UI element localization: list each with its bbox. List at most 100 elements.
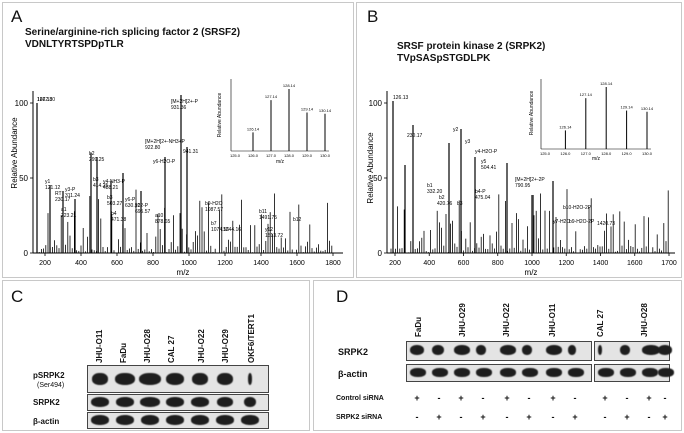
- x-tick-label: 400: [75, 260, 87, 267]
- treatment-sign: +: [526, 412, 532, 422]
- treatment-sign: -: [647, 412, 651, 422]
- peak-label: 630.32: [125, 203, 141, 209]
- panel-c: C JHU-O11 FaDu JHU-O28 CAL 27 JHU-O22 JHU-O29…: [2, 280, 310, 431]
- peak-label: y2: [453, 127, 459, 133]
- peak-label: 922.80: [145, 145, 161, 151]
- treatment-sign: -: [551, 412, 555, 422]
- inset-x-tick-label: 125.0: [230, 153, 241, 158]
- x-tick-label: 800: [147, 260, 159, 267]
- blot-band: [141, 415, 159, 425]
- blot-band: [432, 368, 448, 377]
- blot-band: [216, 415, 234, 425]
- panel-label: B: [367, 7, 379, 26]
- cell-line-label: FaDu: [414, 317, 423, 337]
- blot-band: [115, 373, 135, 385]
- blot-row-label: β-actin: [338, 369, 368, 379]
- peak-label: b10-H2O-2P: [563, 205, 592, 211]
- peak-label: b4: [111, 211, 117, 217]
- treatment-sign: +: [458, 393, 464, 403]
- blot-band: [658, 368, 674, 377]
- panel-label: D: [336, 287, 349, 306]
- cell-line-label: JHU-O11: [548, 303, 557, 337]
- inset-peak-label: 128.14: [600, 81, 613, 86]
- blot-band: [191, 397, 209, 407]
- peak-label: b9-H2O: [205, 201, 223, 207]
- peak-label: y12: [265, 227, 273, 233]
- x-tick-label: 1600: [627, 260, 643, 267]
- x-tick-label: 600: [111, 260, 123, 267]
- blot-row-label: SRPK2: [338, 347, 369, 357]
- x-tick-label: 1200: [217, 260, 233, 267]
- blot-band: [522, 368, 538, 377]
- blot-band: [92, 373, 108, 385]
- treatment-sign: -: [437, 393, 441, 403]
- blot-row-label: β-actin: [33, 417, 60, 426]
- x-tick-label: 1200: [558, 260, 574, 267]
- peak-label: 1513.72: [265, 233, 283, 239]
- inset-peak-label: 127.14: [580, 92, 593, 97]
- panel-title: Serine/arginine-rich splicing factor 2 (…: [25, 27, 240, 51]
- blot-band: [454, 345, 470, 355]
- y-tick-label: 0: [24, 249, 29, 258]
- x-tick-label: 1600: [289, 260, 305, 267]
- treatment-sign: +: [572, 412, 578, 422]
- inset-x-tick-label: 128.0: [284, 153, 295, 158]
- blot-band: [244, 397, 256, 407]
- x-axis-label: m/z: [177, 268, 190, 277]
- inset-x-tick-label: 130.0: [642, 151, 653, 156]
- peak-label: 931.36: [171, 105, 187, 111]
- peak-label: 1491.75: [259, 215, 277, 221]
- protein-name: SRSF protein kinase 2 (SRPK2): [397, 41, 546, 52]
- blot-band: [454, 368, 470, 377]
- peak-label: b3: [107, 195, 113, 201]
- inset-x-tick-label: 129.0: [302, 153, 313, 158]
- peak-label: 230.17: [55, 197, 71, 203]
- peak-label: b9-H2O-2P: [569, 219, 595, 225]
- cell-line-label: JHU-O28: [640, 303, 649, 337]
- y-axis-label: Relative Abundance: [366, 132, 375, 204]
- peak-label: b3: [93, 177, 99, 183]
- peak-label: 299.25: [89, 157, 105, 163]
- peak-label: y6-P: [125, 197, 136, 203]
- treatment-sign: +: [662, 412, 668, 422]
- peak-label: 790.95: [515, 183, 531, 189]
- treatment-sign: -: [625, 393, 629, 403]
- inset-x-tick-label: 126.0: [560, 151, 571, 156]
- peak-label: 1420.73: [597, 221, 615, 227]
- inset-x-tick-label: 125.0: [540, 151, 551, 156]
- peak-label: b12: [293, 217, 302, 223]
- inset-x-tick-label: 129.0: [622, 151, 633, 156]
- inset-peak-label: 130.14: [319, 108, 332, 113]
- blot-band: [116, 415, 134, 425]
- treatment-sign: -: [459, 412, 463, 422]
- cell-line-label: JHU-O22: [502, 303, 511, 337]
- peak-label: y4-H2O-P: [475, 149, 498, 155]
- peak-label: 504.41: [481, 165, 497, 171]
- blot-band: [598, 368, 614, 377]
- lane-label: JHU-O28: [143, 329, 152, 363]
- blot-band: [568, 345, 576, 355]
- inset-peak-label: 127.14: [265, 94, 278, 99]
- peak-label: 471.38: [111, 217, 127, 223]
- blot-strip-srpk2: [406, 341, 592, 361]
- peak-label: a10: [155, 213, 164, 219]
- treatment-sign: -: [505, 412, 509, 422]
- blot-band: [166, 373, 184, 385]
- treatment-sign: +: [414, 393, 420, 403]
- protein-name: Serine/arginine-rich splicing factor 2 (…: [25, 27, 241, 38]
- blot-band: [91, 415, 109, 425]
- inset-peak-label: 129.14: [620, 105, 633, 110]
- blot-band: [166, 397, 184, 407]
- treatment-sign: +: [550, 393, 556, 403]
- spectrum-chart-a: Relative Abundance 0 50 100 200 400 600 800 10…: [10, 75, 343, 277]
- peak-label: 126.13: [393, 95, 409, 101]
- blot-band: [139, 373, 161, 385]
- blot-band: [410, 345, 424, 355]
- peak-label: 488.21: [103, 185, 119, 191]
- treatment-sign: -: [481, 393, 485, 403]
- panel-b: B SRSF protein kinase 2 (SRPK2) TVpSASpS…: [356, 2, 682, 278]
- x-tick-label: 200: [39, 260, 51, 267]
- peak-label: 503.27: [107, 201, 123, 207]
- lane-label: CAL 27: [167, 335, 176, 363]
- peak-label: 1244.16: [223, 227, 241, 233]
